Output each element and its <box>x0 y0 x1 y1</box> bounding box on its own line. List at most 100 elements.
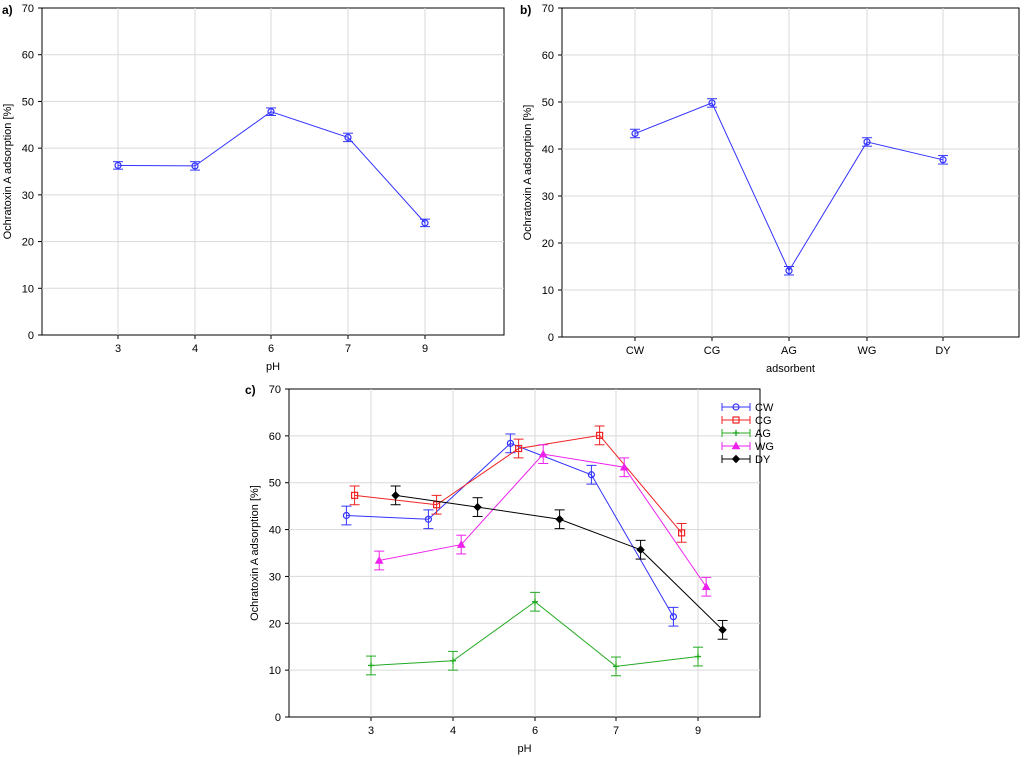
data-point <box>456 540 466 548</box>
series-1 <box>113 107 430 228</box>
x-tick-label: 7 <box>345 343 351 355</box>
y-tick-label: 20 <box>22 237 34 249</box>
series-1 <box>630 98 948 276</box>
data-point <box>421 219 429 227</box>
data-point <box>636 545 645 554</box>
y-tick-label: 40 <box>542 144 554 156</box>
data-point <box>708 99 716 107</box>
y-tick-label: 70 <box>22 3 34 15</box>
x-tick-label: 3 <box>368 725 374 737</box>
error-bar <box>349 485 360 506</box>
y-tick-label: 60 <box>542 50 554 62</box>
error-bar <box>668 606 679 627</box>
data-point <box>514 444 523 453</box>
x-tick-label: 7 <box>613 725 619 737</box>
y-tick-label: 30 <box>22 190 34 202</box>
x-tick-label: 4 <box>192 343 198 355</box>
y-tick-label: 10 <box>269 665 281 677</box>
y-tick-label: 20 <box>542 238 554 250</box>
x-tick-label: DY <box>935 345 951 357</box>
data-point <box>538 449 548 458</box>
error-bar <box>341 505 352 526</box>
data-point <box>555 515 564 524</box>
data-point <box>114 161 122 170</box>
x-tick-label: 3 <box>115 343 121 355</box>
y-tick-label: 10 <box>542 285 554 297</box>
data-point <box>424 515 432 523</box>
data-point <box>473 502 482 512</box>
series-AG <box>366 591 703 677</box>
data-point <box>718 625 727 635</box>
data-point <box>631 129 639 138</box>
legend-label: CW <box>755 402 774 414</box>
x-tick-label: WG <box>858 345 877 357</box>
data-point <box>595 431 604 439</box>
y-axis-label: Ochratoxin A adsorption [%] <box>2 104 14 240</box>
y-tick-label: 50 <box>22 96 34 108</box>
plot-area <box>41 7 505 336</box>
error-bar <box>505 433 516 454</box>
legend-marker <box>733 430 739 436</box>
data-point <box>267 108 275 116</box>
data-point <box>450 657 456 664</box>
error-bar <box>586 464 597 485</box>
y-tick-label: 0 <box>548 332 554 344</box>
panel-label: b) <box>520 3 531 17</box>
legend-item-CW: CW <box>721 402 774 414</box>
data-point <box>785 267 793 275</box>
chart-panel-1: 0 10 20 30 40 50 60 70 3 4 6 7 9 pH Ochratoxin A adsor… <box>2 3 505 373</box>
error-bar <box>594 425 605 446</box>
error-bar <box>423 509 434 530</box>
y-tick-label: 0 <box>28 330 34 342</box>
y-axis-label: Ochratoxin A adsorption [%] <box>522 105 534 241</box>
data-point <box>939 156 947 164</box>
chart-panel-2: 0 10 20 30 40 50 60 70 CW CG AG WG DY adsorbent Ochrat… <box>520 3 1020 375</box>
legend-label: CG <box>755 415 772 427</box>
y-tick-label: 0 <box>275 712 281 724</box>
data-point <box>351 491 359 499</box>
y-tick-label: 50 <box>269 478 281 490</box>
data-point <box>374 555 384 564</box>
x-axis-label: pH <box>517 743 531 755</box>
data-point <box>587 471 596 479</box>
data-point <box>677 529 686 537</box>
series-CW <box>341 433 679 627</box>
y-tick-label: 70 <box>542 3 554 15</box>
data-point <box>368 662 374 669</box>
plot-area <box>561 7 1020 338</box>
data-point <box>532 598 538 605</box>
data-point <box>391 491 400 500</box>
series-WG <box>374 444 712 597</box>
y-tick-label: 70 <box>269 384 281 396</box>
panel-label: a) <box>2 3 13 17</box>
legend-label: DY <box>755 454 771 466</box>
x-axis-label: pH <box>266 361 280 373</box>
legend-item-AG: AG <box>721 428 771 440</box>
legend-marker <box>732 403 740 411</box>
y-tick-label: 10 <box>22 283 34 295</box>
data-point <box>506 439 514 447</box>
legend-marker <box>731 441 741 450</box>
x-tick-label: 9 <box>422 343 428 355</box>
y-tick-label: 30 <box>542 191 554 203</box>
data-point <box>695 653 701 660</box>
x-tick-label: 4 <box>450 725 456 737</box>
legend-label: WG <box>755 441 774 453</box>
legend-item-CG: CG <box>721 415 772 427</box>
legend-marker <box>732 416 740 424</box>
y-tick-label: 50 <box>542 97 554 109</box>
legend-item-DY: DY <box>721 454 771 466</box>
data-point <box>344 133 352 141</box>
data-point <box>191 162 199 170</box>
error-bar <box>513 438 524 459</box>
error-bar <box>431 494 442 515</box>
x-tick-label: CG <box>704 345 721 357</box>
x-tick-label: 6 <box>532 725 538 737</box>
panel-label: c) <box>245 383 256 397</box>
x-axis-label: adsorbent <box>766 363 815 375</box>
data-point <box>619 462 629 471</box>
error-bar <box>676 522 687 543</box>
y-tick-label: 60 <box>269 431 281 443</box>
y-tick-label: 40 <box>269 525 281 537</box>
